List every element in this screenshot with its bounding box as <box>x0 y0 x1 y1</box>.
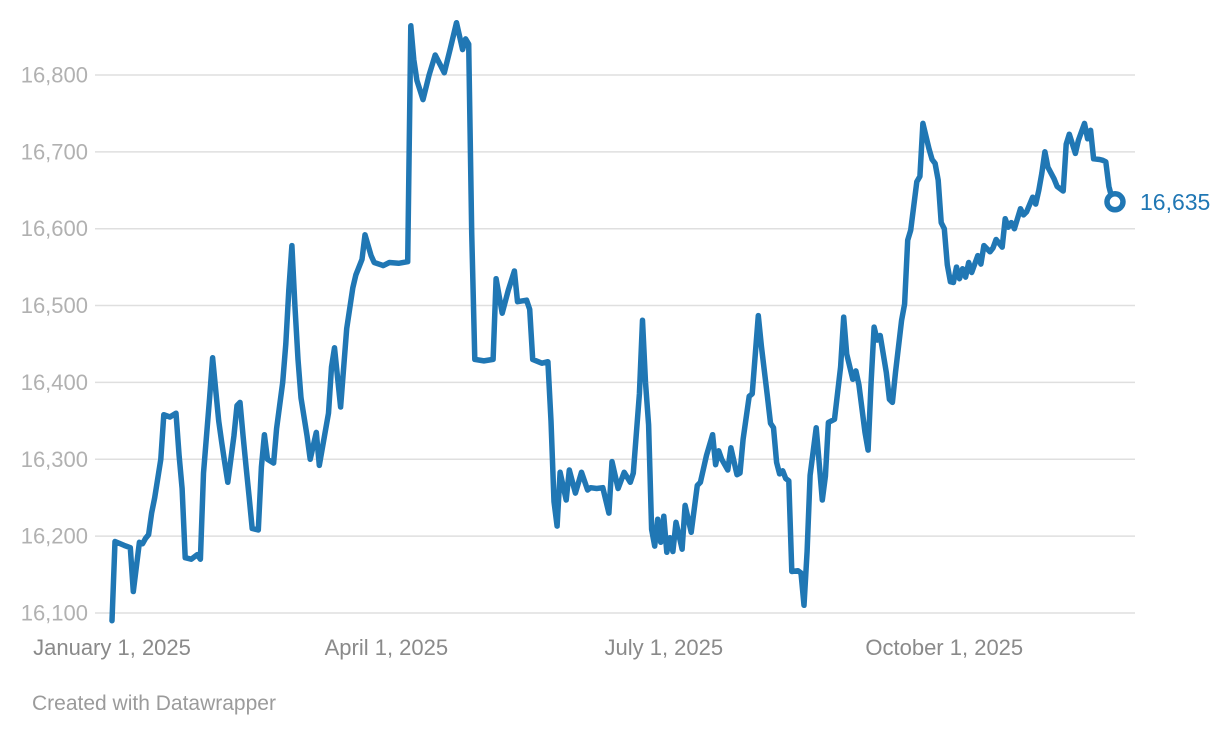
y-tick-label: 16,800 <box>21 62 88 87</box>
end-annotation: 16,635 <box>1104 189 1210 215</box>
x-tick-label: January 1, 2025 <box>33 635 191 660</box>
x-tick-label: July 1, 2025 <box>604 635 723 660</box>
x-tick-label: October 1, 2025 <box>865 635 1023 660</box>
end-point-marker <box>1104 191 1126 213</box>
y-tick-label: 16,500 <box>21 293 88 318</box>
y-tick-label: 16,600 <box>21 216 88 241</box>
end-value-label: 16,635 <box>1140 189 1210 215</box>
data-series <box>109 19 1118 624</box>
datawrapper-attribution: Created with Datawrapper <box>32 692 276 715</box>
y-tick-label: 16,700 <box>21 139 88 164</box>
y-tick-label: 16,100 <box>21 601 88 626</box>
series-line <box>109 19 1118 624</box>
gridlines <box>95 74 1135 614</box>
x-axis-labels: January 1, 2025 April 1, 2025 July 1, 2025… <box>33 635 1023 660</box>
y-tick-label: 16,300 <box>21 447 88 472</box>
y-axis-labels: 16,100 16,200 16,300 16,400 16,500 16,600 16,7… <box>21 62 88 625</box>
y-tick-label: 16,200 <box>21 524 88 549</box>
x-tick-label: April 1, 2025 <box>325 635 449 660</box>
y-tick-label: 16,400 <box>21 370 88 395</box>
